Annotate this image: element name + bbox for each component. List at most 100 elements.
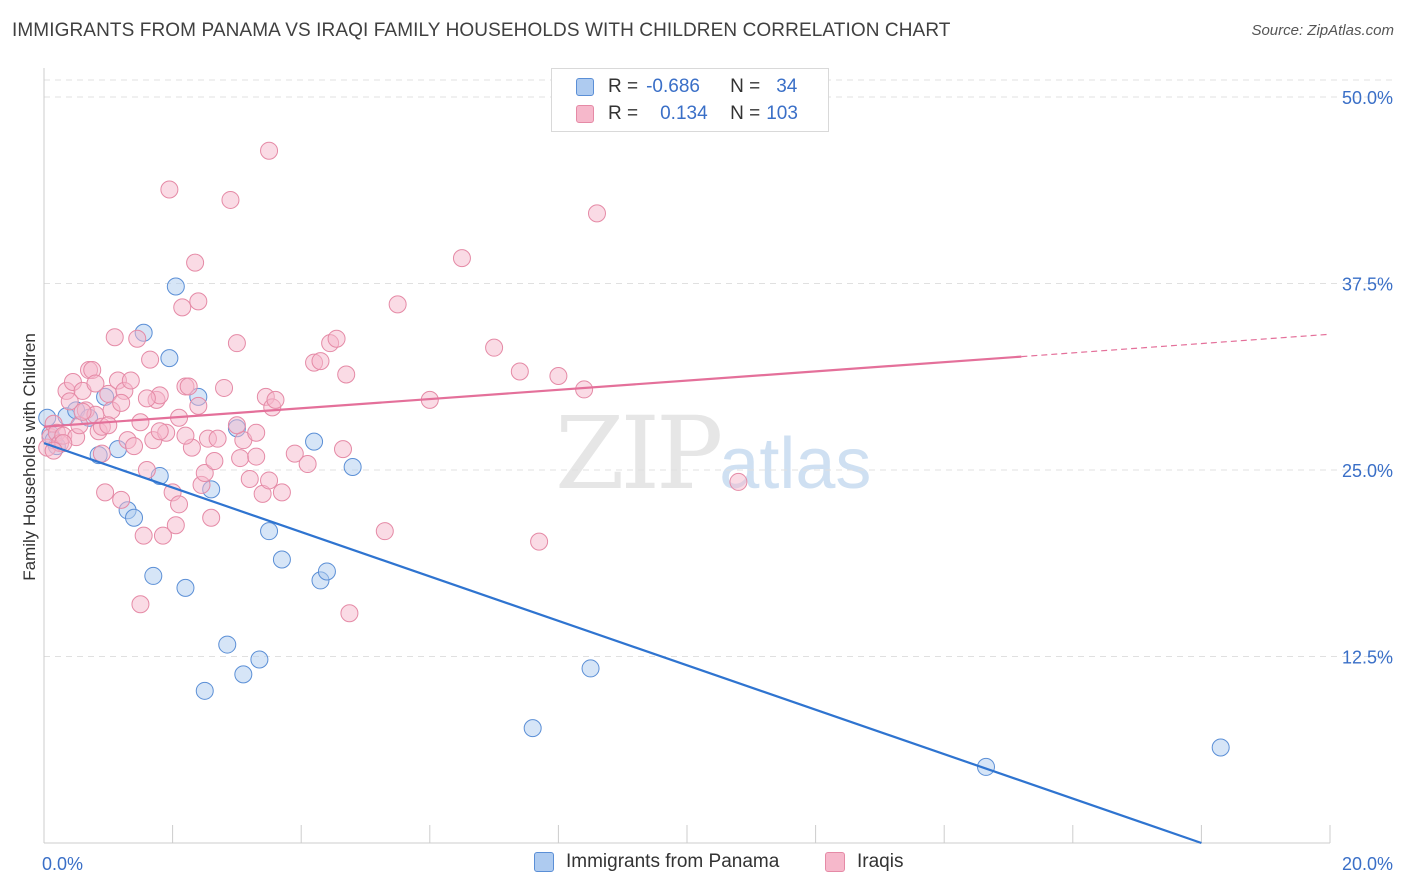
iraqis-point [530,532,549,551]
legend-r-label: R = [608,76,639,97]
watermark-zip: ZIP [555,395,723,512]
x-tick-label: 0.0% [42,854,83,874]
iraqis-point [153,526,172,545]
iraqis-point [141,350,160,369]
iraqis-point [131,595,150,614]
iraqis-point [137,389,156,408]
iraqis-point [186,253,205,272]
iraqis-point [112,393,131,412]
iraqis-point [179,377,198,396]
iraqis-point [112,490,131,509]
iraqis-point [285,444,304,463]
iraqis-point [99,416,118,435]
panama-point [125,508,144,527]
iraqis-point [189,292,208,311]
iraqis-point [333,440,352,459]
iraqis-point [311,352,330,371]
panama-point [272,550,291,569]
iraqis-point [247,423,266,442]
iraqis-point [260,471,279,490]
legend-n-label: N = [730,76,761,97]
iraqis-point [96,483,115,502]
iraqis-point [170,495,189,514]
iraqis-point [247,447,266,466]
iraqis-point [189,396,208,415]
iraqis-point [134,526,153,545]
iraqis-point [173,298,192,317]
iraqis-point [105,328,124,347]
panama-point [234,665,253,684]
iraqis-point [44,441,63,460]
iraqis-point [195,463,214,482]
iraqis-trend-extension [1021,333,1331,358]
watermark-atlas: atlas [719,424,872,504]
panama-point [1211,738,1230,757]
iraqis-point [128,329,147,348]
iraqis-point [266,390,285,409]
iraqis-point [729,472,748,491]
iraqis-point [298,455,317,474]
iraqis-point [240,469,259,488]
iraqis-point [587,204,606,223]
iraqis-point [150,422,169,441]
panama-trend-line [43,442,1202,845]
legend-r-panama: -0.686 [646,76,700,97]
iraqis-point [176,426,195,445]
iraqis-point [388,295,407,314]
y-tick-label: 50.0% [1342,88,1393,108]
legend-row-iraqis: R = 0.134 N = 103 [576,101,798,127]
panama-point [305,432,324,451]
y-tick-label: 25.0% [1342,461,1393,481]
panama-point [343,458,362,477]
iraqis-point [202,508,221,527]
bottom-legend-panama-label: Immigrants from Panama [566,851,780,872]
chart-title: IMMIGRANTS FROM PANAMA VS IRAQI FAMILY H… [12,20,951,41]
panama-point [160,349,179,368]
iraqis-point [208,429,227,448]
iraqis-point [221,190,240,209]
panama-point [317,562,336,581]
legend-n-label: N = [730,103,761,124]
iraqis-trend-line [43,355,1022,428]
bottom-legend-iraqis-label: Iraqis [857,851,904,872]
iraqis-point [231,449,250,468]
iraqis-point [160,180,179,199]
panama-point [250,650,269,669]
iraqis-point [131,413,150,432]
iraqis-point [272,483,291,502]
iraqis-point [337,365,356,384]
iraqis-point [485,338,504,357]
panama-point [218,635,237,654]
iraqis-legend-icon [825,852,845,872]
panama-point [523,719,542,738]
panama-point [144,566,163,585]
legend-r-label: R = [608,103,639,124]
panama-legend-icon [534,852,554,872]
panama-swatch-icon [576,78,594,96]
zipatlas-watermark: ZIPatlas [555,395,871,512]
iraqis-swatch-icon [576,105,594,123]
y-axis-label: Family Households with Children [20,333,39,581]
iraqis-point [205,452,224,471]
iraqis-point [260,141,279,160]
iraqis-point [125,437,144,456]
iraqis-point [549,367,568,386]
iraqis-point [327,329,346,348]
panama-point [195,681,214,700]
iraqis-point [86,374,105,393]
legend-n-panama: 34 [776,76,798,97]
panama-point [260,522,279,541]
iraqis-point [375,522,394,541]
iraqis-point [340,604,359,623]
y-tick-label: 12.5% [1342,648,1393,668]
y-tick-label: 37.5% [1342,275,1393,295]
iraqis-point [452,249,471,268]
panama-point [581,659,600,678]
panama-point [176,578,195,597]
panama-point [166,277,185,296]
iraqis-point [60,392,79,411]
legend-row-panama: R = -0.686 N = 34 [576,74,797,100]
bottom-legend-panama: Immigrants from Panama [534,851,779,873]
x-tick-label: 20.0% [1342,854,1393,874]
